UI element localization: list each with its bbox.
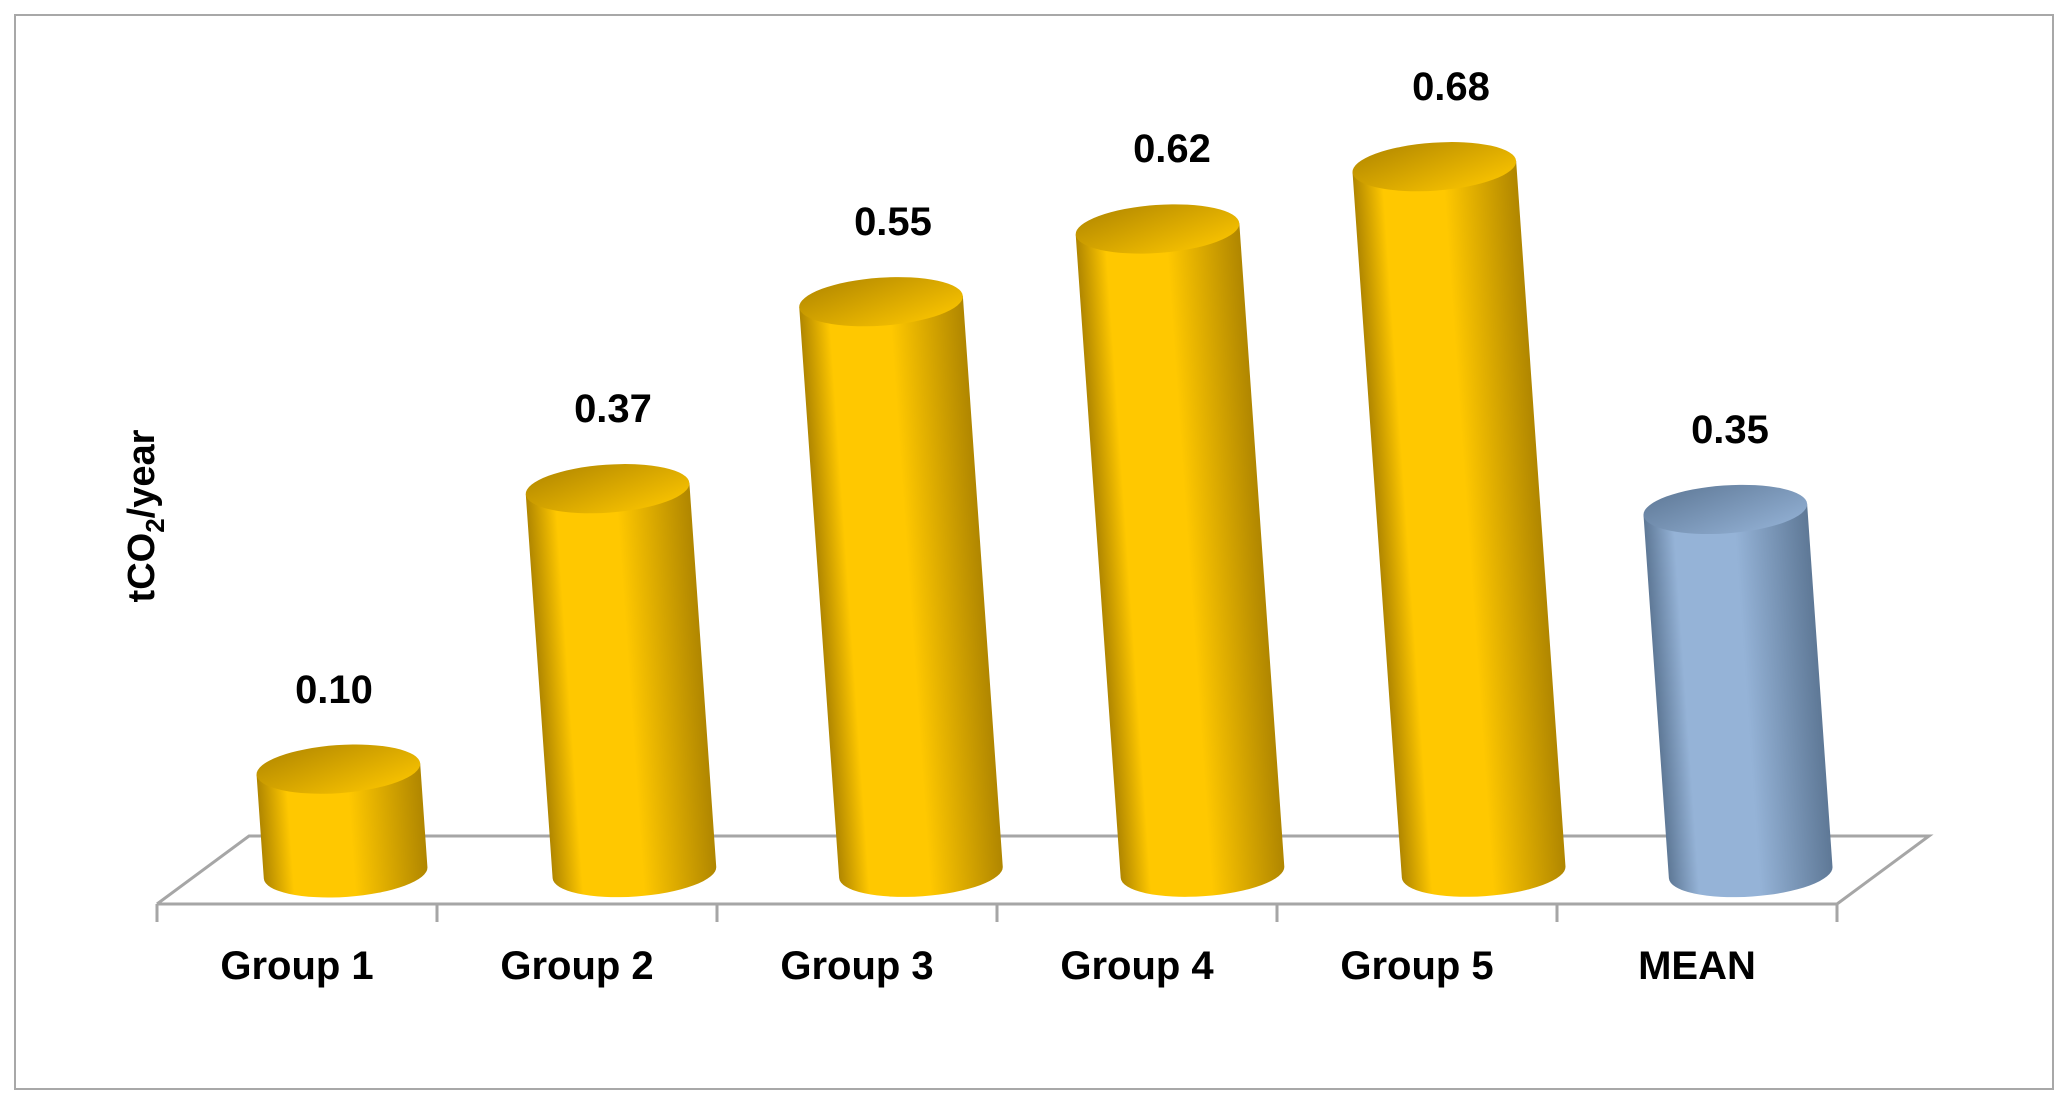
category-label: Group 5 [1340,944,1493,988]
y-axis-title-suffix: /year [121,429,163,518]
data-label: 0.68 [1412,65,1490,109]
category-label: MEAN [1638,944,1756,988]
bar-body [256,763,428,898]
data-label: 0.62 [1133,127,1211,171]
bar-top-cap [1643,484,1808,535]
y-axis-title-main: tCO [121,533,163,603]
data-label: 0.35 [1691,408,1769,452]
bar-top-cap [256,744,421,794]
bar-top-cap [1075,204,1240,254]
y-axis-title-subscript: 2 [140,518,170,532]
bar-group-5 [1352,142,1566,897]
bar-top-cap [525,464,690,514]
bar-top-cap [799,277,963,327]
bar-body [799,295,1003,897]
bar-body [1075,223,1285,897]
bar-top-cap [1352,142,1517,192]
chart-floor [155,834,1934,922]
data-label: 0.10 [295,668,373,712]
bar-group-1 [256,744,428,898]
bar-body [525,482,717,898]
category-labels-group: Group 1 Group 2 Group 3 Group 4 Group 5 MEAN [220,944,1756,988]
category-label: Group 3 [780,944,933,988]
category-label: Group 2 [500,944,653,988]
bar-group-2 [525,464,717,898]
category-label: Group 1 [220,944,373,988]
bar-group-4 [1075,204,1285,897]
bars-group [256,142,1833,898]
bar-body [1643,503,1833,898]
floor-outline [156,834,1934,906]
bar-mean [1643,484,1833,898]
data-labels-group: 0.10 0.37 0.55 0.62 0.68 0.35 [295,65,1769,712]
data-label: 0.55 [854,200,932,244]
category-label: Group 4 [1060,944,1214,988]
bar-body [1352,160,1566,897]
y-axis-title: tCO2/year [121,429,170,602]
data-label: 0.37 [574,387,652,431]
bar-group-3 [799,277,1003,897]
